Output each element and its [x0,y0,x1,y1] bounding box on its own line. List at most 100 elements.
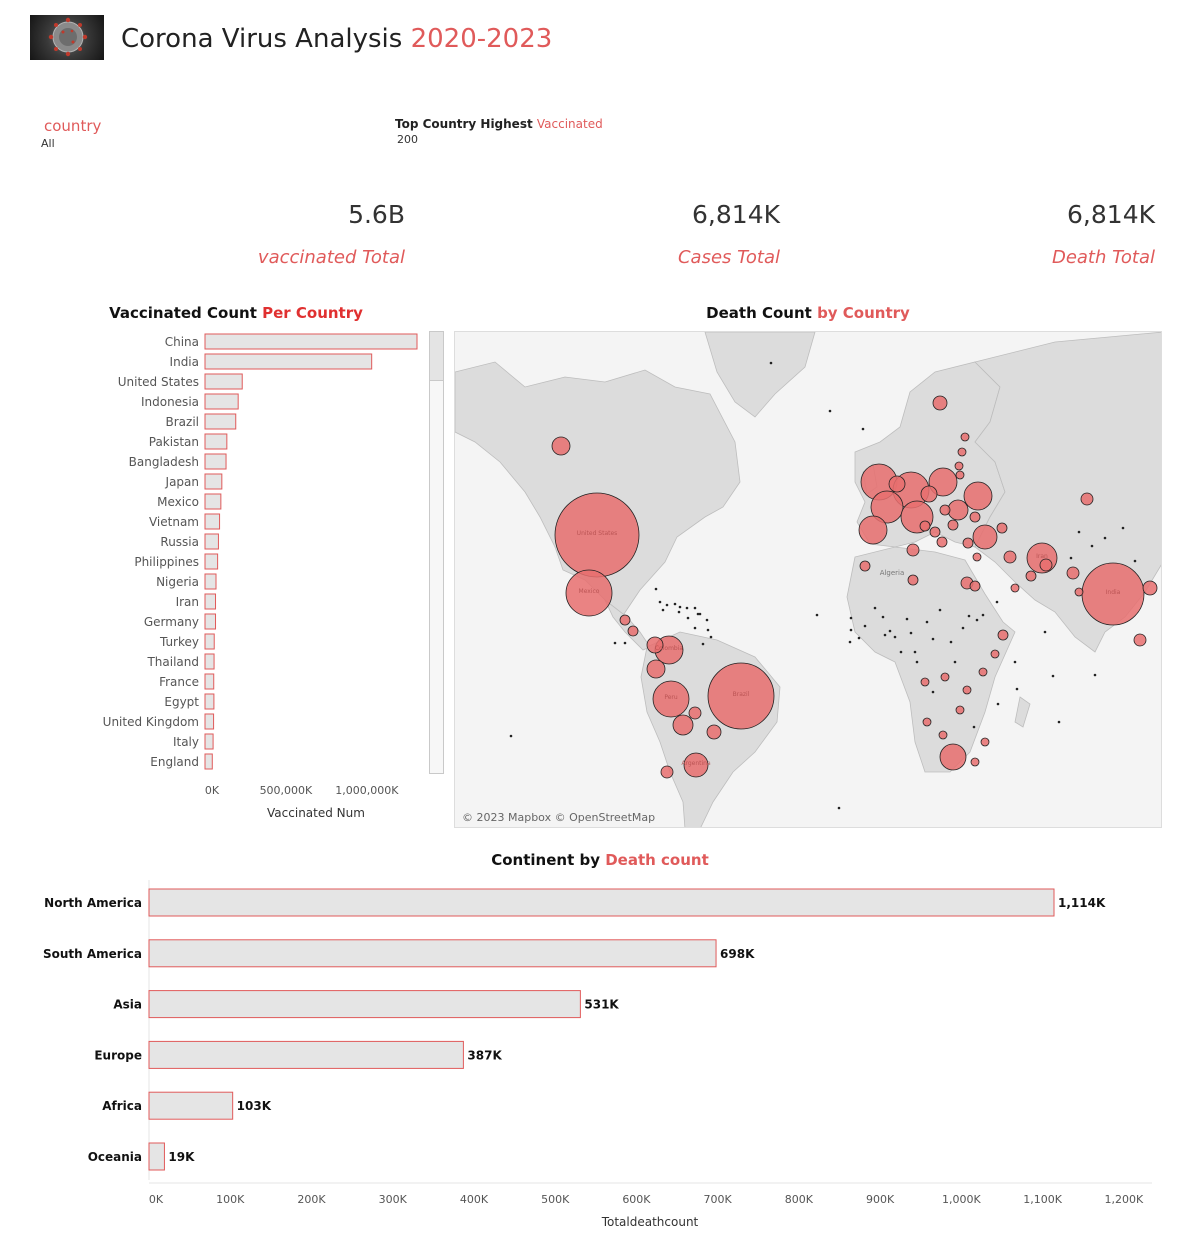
vaccinated-bar-pakistan[interactable] [204,433,228,450]
map-bubble[interactable] [969,580,981,592]
map-bubble[interactable] [955,705,965,715]
vaccinated-bar-thailand[interactable] [204,653,215,670]
map-bubble[interactable] [1142,580,1158,596]
map-small-dot[interactable] [509,734,513,738]
map-bubble[interactable] [947,499,969,521]
map-small-dot[interactable] [815,613,819,617]
map-bubble[interactable] [922,717,932,727]
continent-bar-south-america[interactable] [148,939,717,968]
map-small-dot[interactable] [931,690,935,694]
map-bubble[interactable] [929,526,941,538]
vaccinated-bar-india[interactable] [204,353,373,370]
map-small-dot[interactable] [1069,556,1073,560]
map-bubble[interactable] [962,537,974,549]
vaccinated-bar-england[interactable] [204,753,213,770]
map-small-dot[interactable] [915,660,919,664]
map-bubble[interactable] [858,515,888,545]
map-small-dot[interactable] [701,642,705,646]
vaccinated-bar-turkey[interactable] [204,633,215,650]
map-bubble[interactable] [960,432,970,442]
map-small-dot[interactable] [961,626,965,630]
vaccinated-bar-brazil[interactable] [204,413,237,430]
map-small-dot[interactable] [953,660,957,664]
map-bubble[interactable] [963,481,993,511]
map-small-dot[interactable] [995,600,999,604]
map-bubble[interactable] [920,677,930,687]
vaccinated-bar-mexico[interactable] [204,493,222,510]
map-bubble[interactable] [1066,566,1080,580]
map-small-dot[interactable] [1015,687,1019,691]
map-small-dot[interactable] [613,641,617,645]
vaccinated-bar-france[interactable] [204,673,215,690]
map-small-dot[interactable] [925,620,929,624]
map-small-dot[interactable] [848,640,852,644]
map-small-dot[interactable] [905,617,909,621]
map-canvas[interactable]: United States Mexico Brazil India Peru Colomb… [455,332,1162,828]
map-bubble[interactable] [990,649,1000,659]
map-small-dot[interactable] [893,635,897,639]
map-bubble[interactable] [997,629,1009,641]
map-small-dot[interactable] [1093,673,1097,677]
map-bubble[interactable] [706,724,722,740]
map-small-dot[interactable] [693,606,697,610]
map-bubble[interactable] [707,662,775,730]
map-bubble[interactable] [688,706,702,720]
continent-bar-europe[interactable] [148,1040,464,1069]
map-small-dot[interactable] [698,612,702,616]
map-bubble[interactable] [1025,570,1037,582]
map-small-dot[interactable] [972,725,976,729]
map-bubble[interactable] [1010,583,1020,593]
vaccinated-bar-germany[interactable] [204,613,217,630]
map-bubble[interactable] [888,475,906,493]
map-small-dot[interactable] [769,361,773,365]
map-small-dot[interactable] [705,618,709,622]
map-bubble[interactable] [939,504,951,516]
map-bubble[interactable] [947,519,959,531]
map-bubble[interactable] [906,543,920,557]
map-small-dot[interactable] [881,615,885,619]
map-bubble[interactable] [920,485,938,503]
map-bubble[interactable] [870,490,904,524]
map-small-dot[interactable] [857,636,861,640]
vaccinated-bar-iran[interactable] [204,593,217,610]
map-small-dot[interactable] [1077,530,1081,534]
map-small-dot[interactable] [1051,674,1055,678]
map-small-dot[interactable] [654,587,658,591]
map-bubble[interactable] [980,737,990,747]
map-small-dot[interactable] [863,624,867,628]
map-bubble[interactable] [660,765,674,779]
map-small-dot[interactable] [837,806,841,810]
map-small-dot[interactable] [888,629,892,633]
map-small-dot[interactable] [709,635,713,639]
vaccinated-bar-vietnam[interactable] [204,513,221,530]
map-small-dot[interactable] [1057,720,1061,724]
map-small-dot[interactable] [673,602,677,606]
map-attribution[interactable]: © 2023 Mapbox © OpenStreetMap [462,811,656,824]
vaccinated-bar-indonesia[interactable] [204,393,239,410]
map-bubble[interactable] [928,467,958,497]
vaccinated-bar-italy[interactable] [204,733,214,750]
map-small-dot[interactable] [1013,660,1017,664]
map-small-dot[interactable] [1133,559,1137,563]
vaccinated-bar-nigeria[interactable] [204,573,217,590]
map-small-dot[interactable] [949,640,953,644]
map-bubble[interactable] [683,752,709,778]
map-small-dot[interactable] [658,600,662,604]
map-small-dot[interactable] [661,608,665,612]
vaccinated-bar-bangladesh[interactable] [204,453,227,470]
map-small-dot[interactable] [686,616,690,620]
map-small-dot[interactable] [967,614,971,618]
map-bubble[interactable] [939,743,967,771]
continent-bar-africa[interactable] [148,1091,234,1120]
map-bubble[interactable] [919,520,931,532]
map-bubble[interactable] [565,569,613,617]
map-bubble[interactable] [907,574,919,586]
map-small-dot[interactable] [849,628,853,632]
map-small-dot[interactable] [1121,526,1125,530]
map-bubble[interactable] [652,680,690,718]
map-bubble[interactable] [1074,587,1084,597]
map-small-dot[interactable] [981,613,985,617]
map-bubble[interactable] [969,511,981,523]
map-small-dot[interactable] [623,641,627,645]
continent-bar-north-america[interactable] [148,888,1055,917]
